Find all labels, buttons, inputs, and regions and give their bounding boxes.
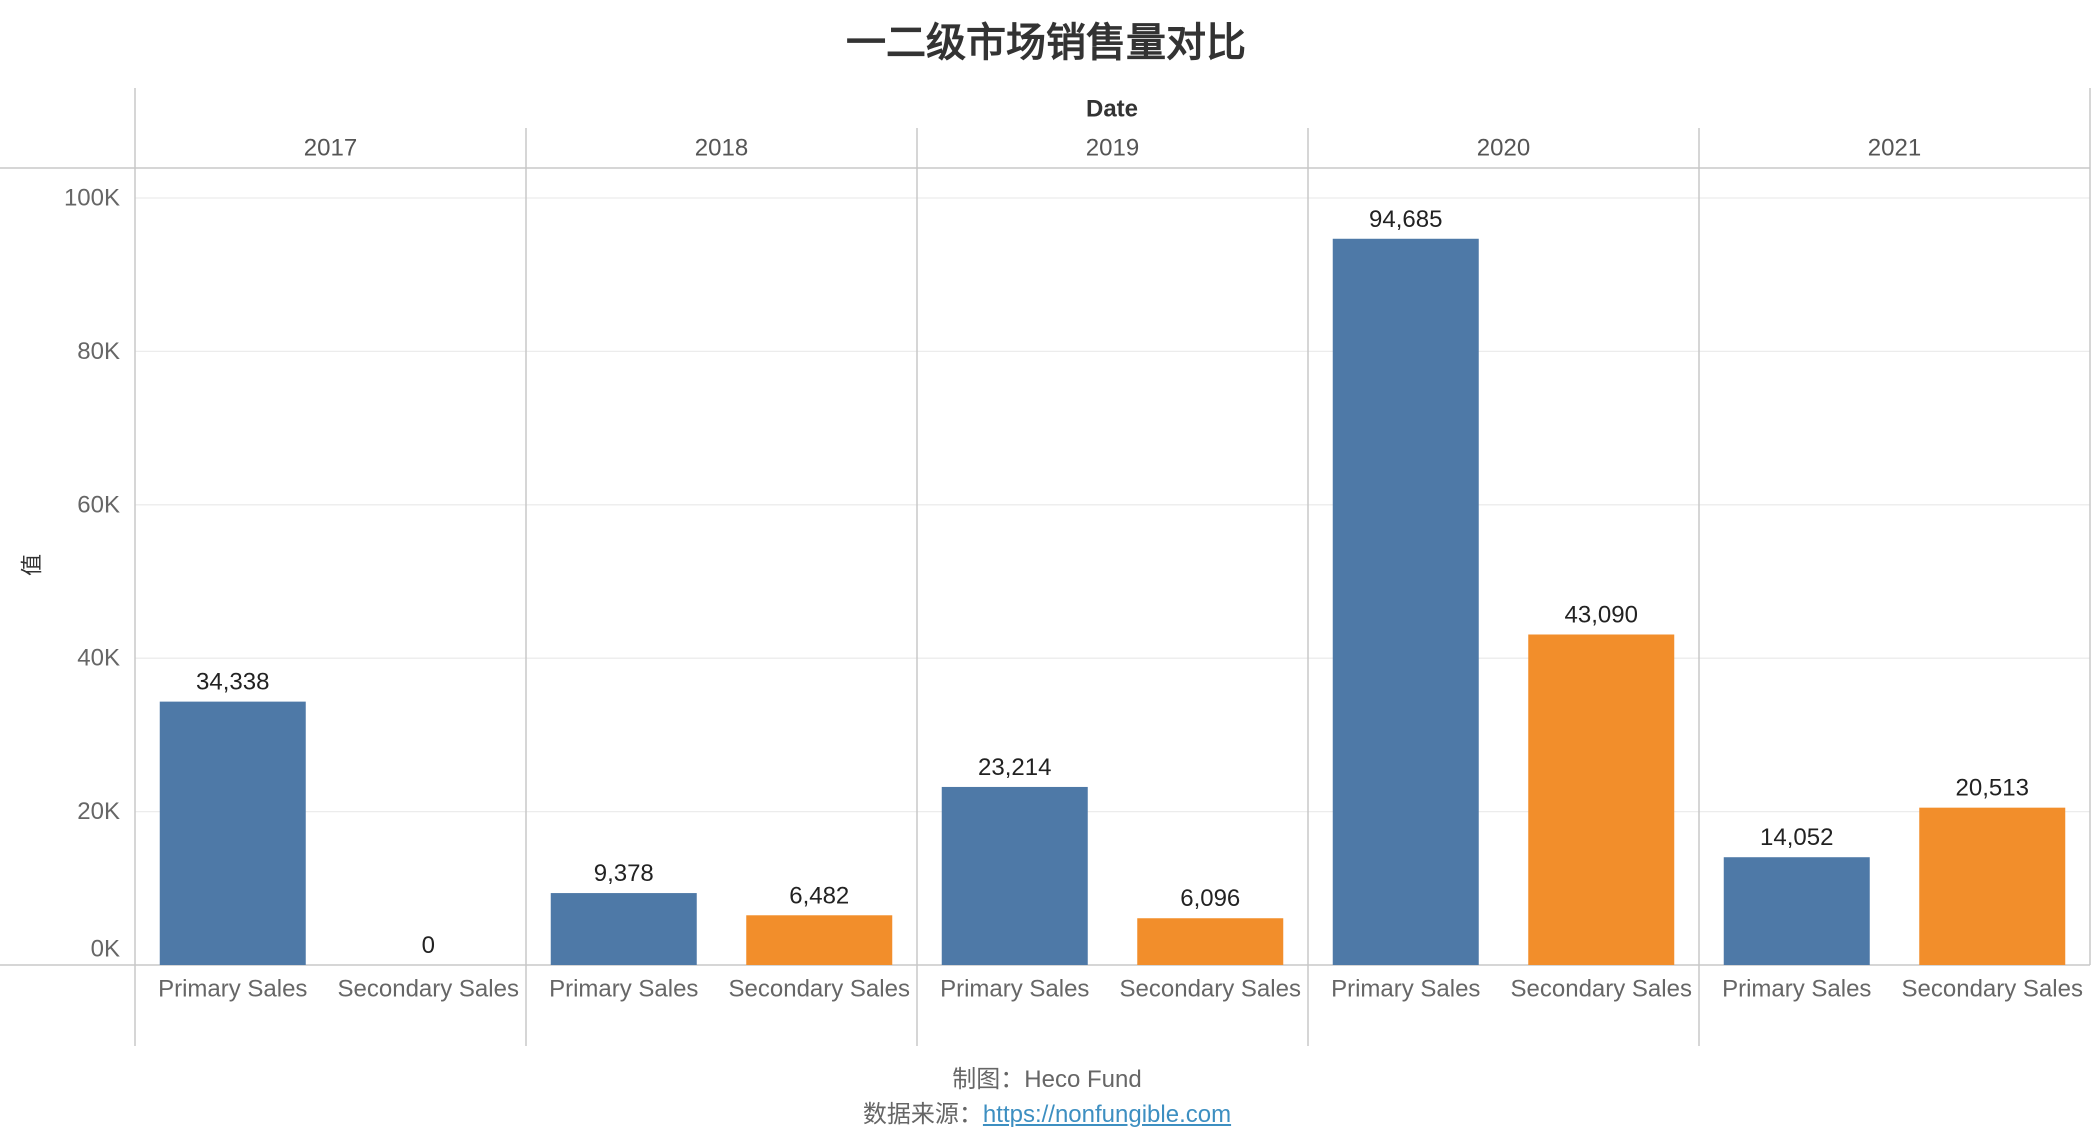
data-label-secondary-sales-2017: 0 [422,932,435,959]
year-header-2021: 2021 [1868,135,1921,162]
year-header-2017: 2017 [304,135,357,162]
data-label-secondary-sales-2018: 6,482 [789,882,849,909]
credit-text: 制图：Heco Fund [952,1066,1142,1093]
column-header-date: Date [1086,96,1138,123]
bar-secondary-sales-2020 [1528,634,1675,965]
y-tick-label-0k: 0K [91,936,120,963]
bar-primary-sales-2020 [1332,238,1479,965]
bar-secondary-sales-2018 [746,915,893,965]
y-tick-label-20k: 20K [77,798,120,825]
source-label: 数据来源： [862,1101,983,1128]
data-label-primary-sales-2017: 34,338 [196,669,269,696]
data-label-primary-sales-2018: 9,378 [594,860,654,887]
data-label-secondary-sales-2019: 6,096 [1180,885,1240,912]
data-label-primary-sales-2019: 23,214 [978,754,1051,781]
y-tick-label-60k: 60K [77,491,120,518]
data-label-primary-sales-2020: 94,685 [1369,206,1442,233]
y-axis-title: 值 [20,554,45,576]
bar-secondary-sales-2019 [1137,918,1284,965]
category-label-secondary-sales-2017: Secondary Sales [338,976,519,1003]
year-header-2019: 2019 [1086,135,1139,162]
source-line: 数据来源：https://nonfungible.com [0,1097,2094,1132]
bar-primary-sales-2021 [1723,857,1870,965]
category-label-secondary-sales-2021: Secondary Sales [1902,976,2083,1003]
bar-primary-sales-2017 [159,701,306,965]
bar-primary-sales-2018 [550,893,697,965]
category-label-primary-sales-2019: Primary Sales [940,976,1089,1003]
footer: 制图：Heco Fund 数据来源：https://nonfungible.co… [0,1062,2094,1132]
data-label-primary-sales-2021: 14,052 [1760,824,1833,851]
category-label-secondary-sales-2018: Secondary Sales [729,976,910,1003]
year-header-2020: 2020 [1477,135,1530,162]
chart-title: 一二级市场销售量对比 [846,21,1246,65]
source-link[interactable]: https://nonfungible.com [982,1101,1232,1128]
labels: 0K 20K 40K 60K 80K 100K 2017 34,338 Primary Sale… [64,135,2083,1003]
year-header-2018: 2018 [695,135,748,162]
category-label-secondary-sales-2020: Secondary Sales [1511,976,1692,1003]
bars [159,238,2066,965]
category-label-primary-sales-2021: Primary Sales [1722,976,1871,1003]
data-label-secondary-sales-2020: 43,090 [1565,601,1638,628]
category-label-secondary-sales-2019: Secondary Sales [1120,976,1301,1003]
y-tick-label-80k: 80K [77,338,120,365]
category-label-primary-sales-2017: Primary Sales [158,976,307,1003]
data-label-secondary-sales-2021: 20,513 [1956,775,2029,802]
bar-primary-sales-2019 [941,786,1088,965]
y-tick-label-40k: 40K [77,645,120,672]
bar-secondary-sales-2021 [1919,807,2066,965]
gridlines [135,197,2090,813]
y-tick-label-100k: 100K [64,185,120,212]
category-label-primary-sales-2020: Primary Sales [1331,976,1480,1003]
category-label-primary-sales-2018: Primary Sales [549,976,698,1003]
